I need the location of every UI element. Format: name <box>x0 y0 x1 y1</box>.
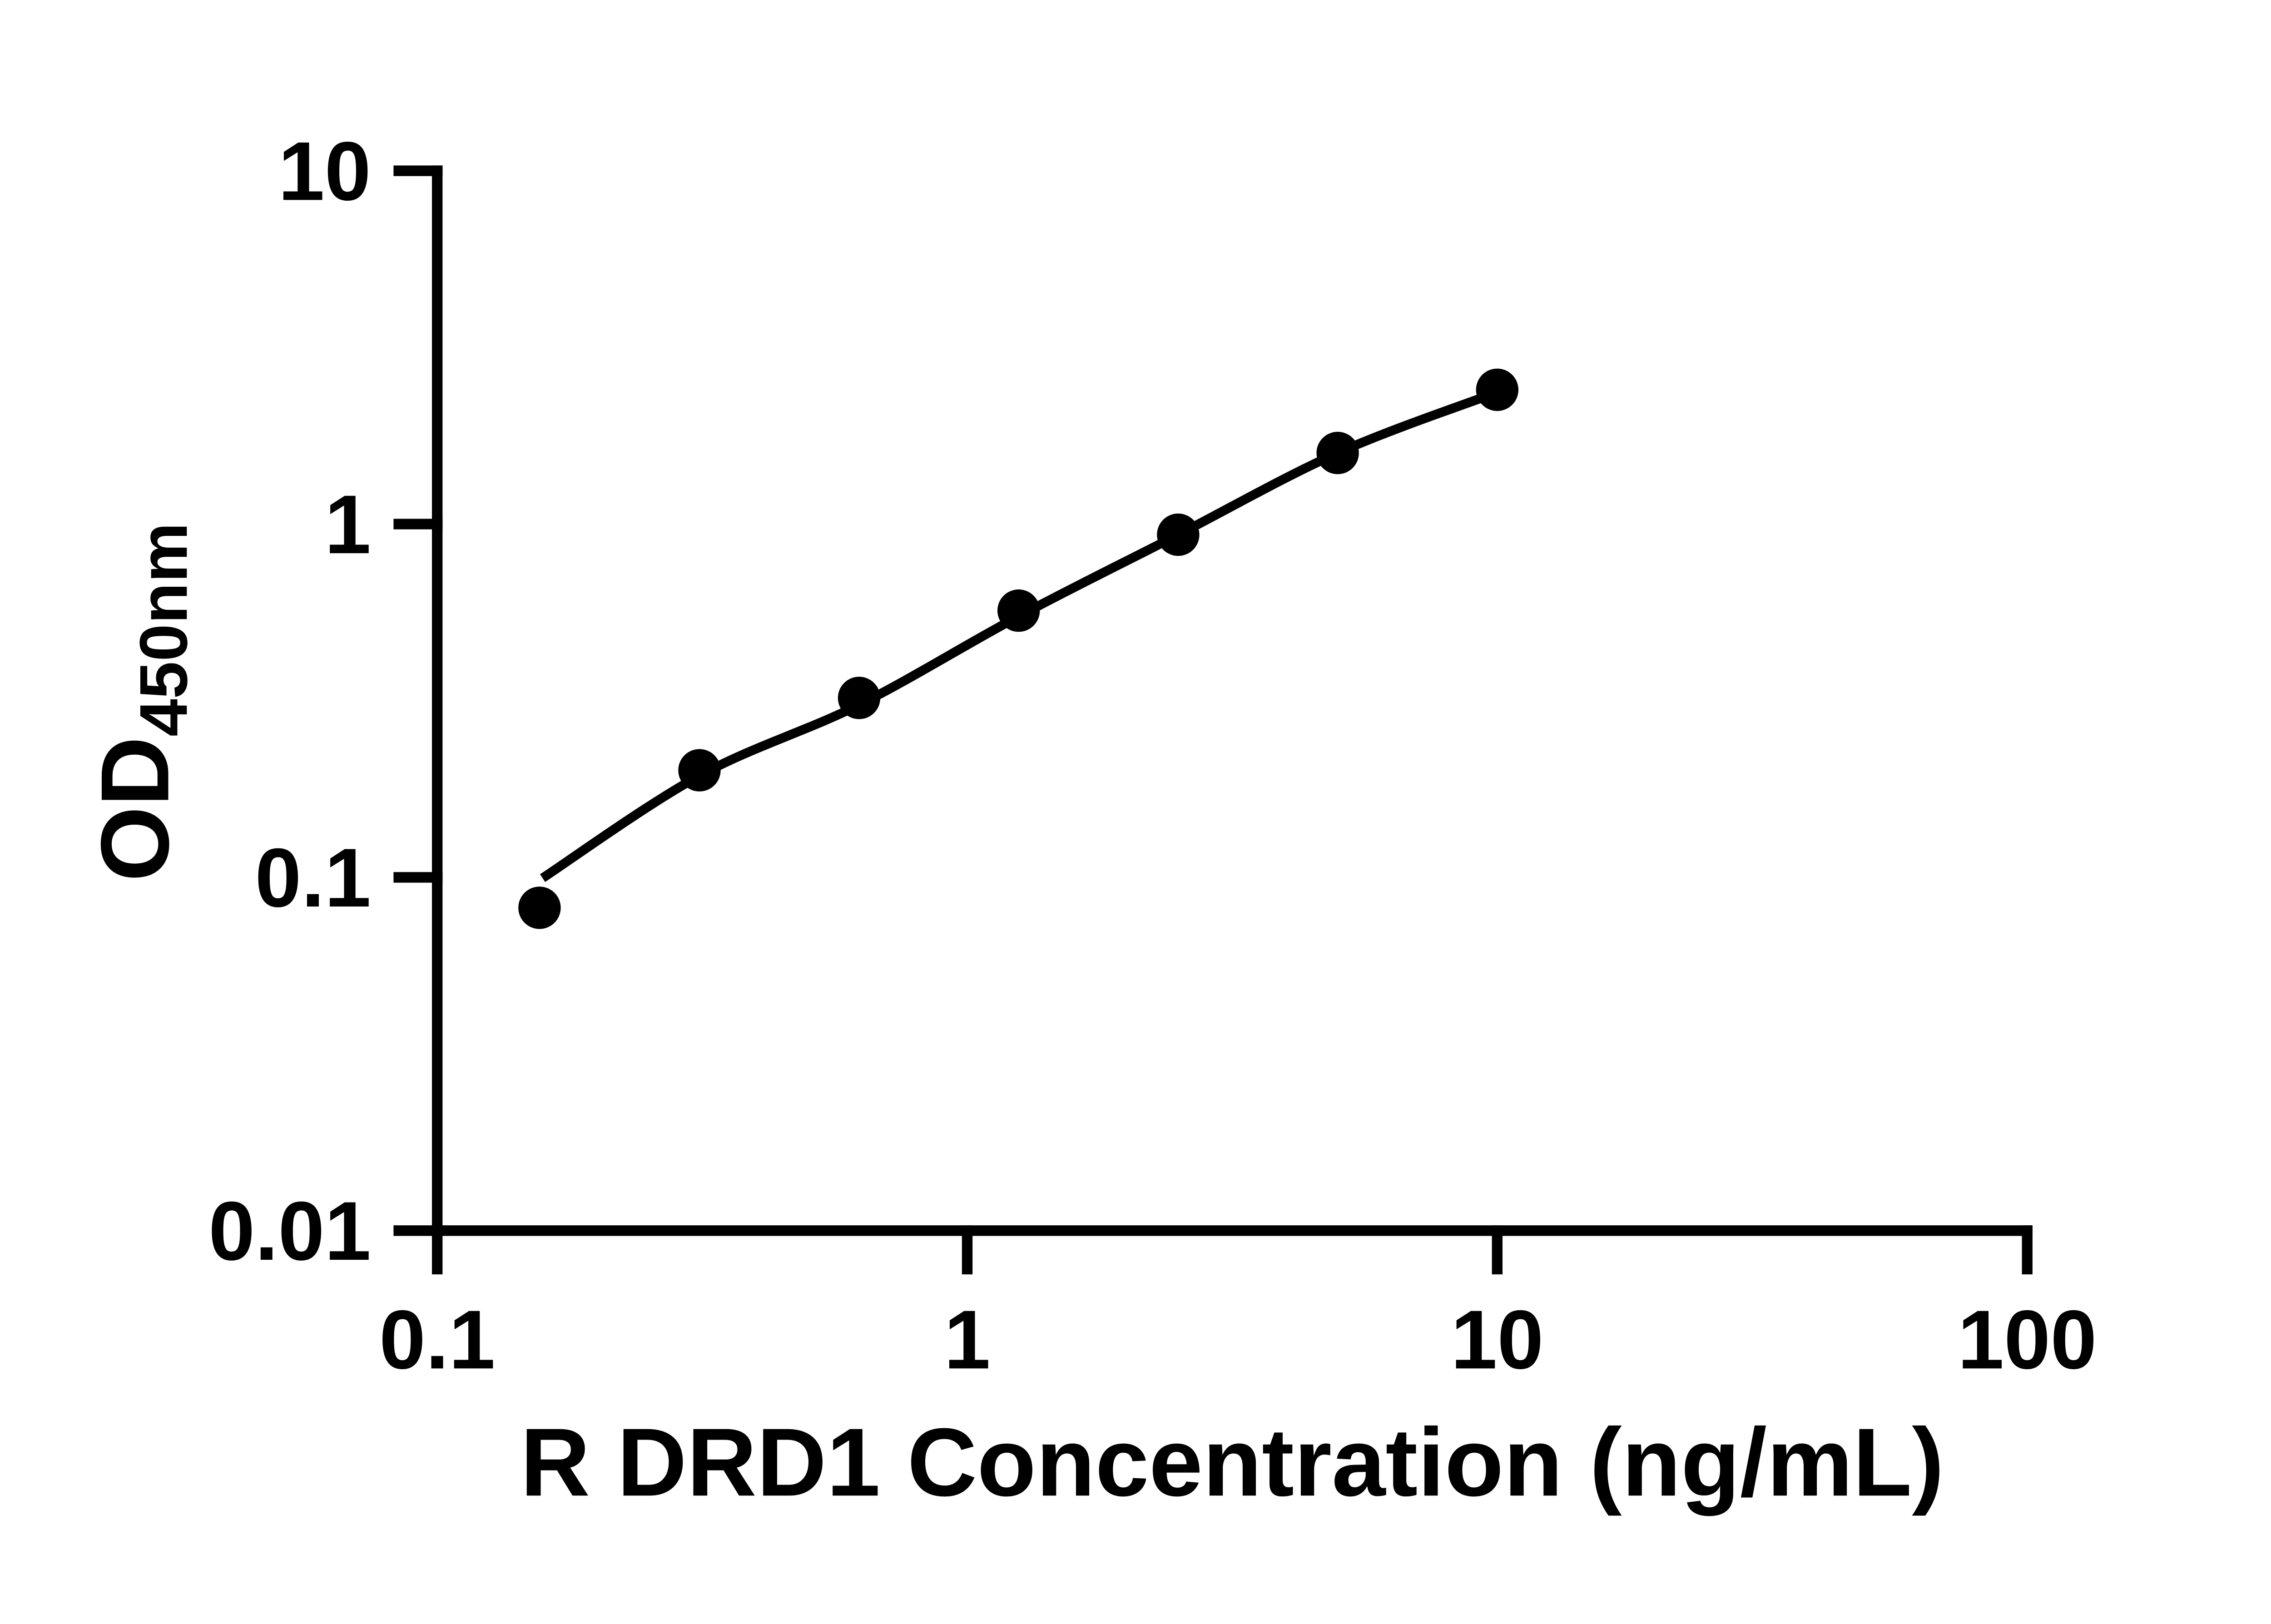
x-tick-label: 10 <box>1451 1293 1543 1386</box>
data-point-marker <box>997 589 1040 632</box>
x-tick-label: 100 <box>1958 1293 2097 1386</box>
y-tick-label: 0.1 <box>255 831 371 924</box>
y-tick-label: 10 <box>278 124 371 218</box>
data-point-marker <box>838 677 881 719</box>
x-axis-title: R DRD1 Concentration (ng/mL) <box>521 1408 1944 1516</box>
data-point-marker <box>1316 431 1359 475</box>
axes-layer <box>431 165 2033 1236</box>
data-point-marker <box>518 886 561 929</box>
y-tick-label: 1 <box>325 478 371 571</box>
data-points-layer <box>518 368 1519 929</box>
x-tick-label: 0.1 <box>379 1293 495 1386</box>
x-tick-label: 1 <box>944 1293 990 1386</box>
data-point-marker <box>1476 368 1519 411</box>
data-point-marker <box>678 749 721 792</box>
x-axis-ticks: 0.1 1 10 100 <box>379 1225 2097 1386</box>
y-axis-title-main: OD <box>81 737 189 881</box>
y-axis-title: OD450nm <box>81 522 201 881</box>
y-axis-ticks: 0.01 0.1 1 10 <box>208 124 443 1277</box>
data-point-marker <box>1157 513 1200 556</box>
y-tick-label: 0.01 <box>208 1184 371 1277</box>
y-axis-title-subscript: 450nm <box>125 522 201 736</box>
